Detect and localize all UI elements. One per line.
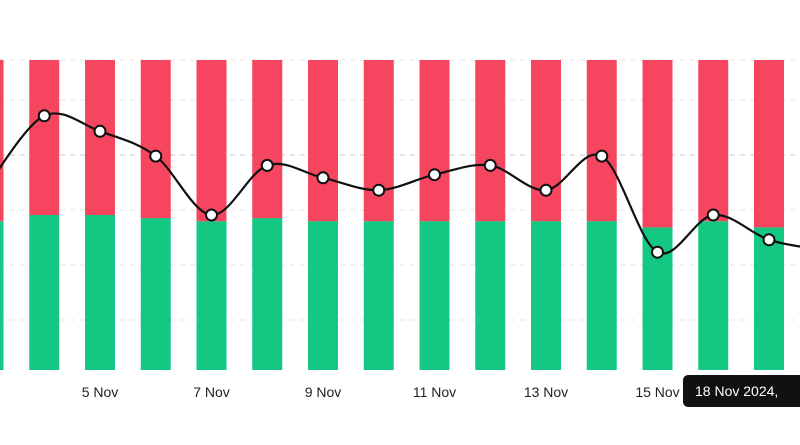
grid-lines — [0, 59, 800, 321]
x-tick-label: 7 Nov — [193, 384, 230, 400]
trend-point[interactable] — [37, 109, 51, 123]
bar-lower[interactable] — [29, 215, 60, 370]
bar-upper[interactable] — [0, 60, 4, 222]
trend-point[interactable] — [595, 149, 609, 163]
bar-upper[interactable] — [419, 60, 450, 222]
bar-lower[interactable] — [252, 218, 283, 370]
trend-points — [37, 109, 776, 259]
bar-upper[interactable] — [252, 60, 283, 219]
bar-upper[interactable] — [531, 60, 561, 222]
x-axis-ticks: 5 Nov 7 Nov 9 Nov 11 Nov 13 Nov 15 Nov — [82, 384, 680, 400]
bar-lower[interactable] — [308, 221, 338, 370]
x-tick-label: 11 Nov — [413, 384, 456, 400]
bar-lower[interactable] — [196, 221, 227, 370]
tooltip-background — [683, 375, 800, 407]
trend-point[interactable] — [706, 208, 720, 222]
tooltip-label: 18 Nov 2024, — [695, 383, 778, 399]
bar-upper[interactable] — [308, 60, 338, 222]
trend-line-path — [0, 112, 800, 255]
bar-upper[interactable] — [196, 60, 227, 222]
trend-line — [0, 112, 800, 255]
bar-lower[interactable] — [586, 221, 617, 370]
trend-point[interactable] — [316, 171, 330, 185]
bar-upper[interactable] — [475, 60, 506, 222]
bar-upper[interactable] — [363, 60, 394, 222]
bar-lower[interactable] — [531, 221, 561, 370]
bar-lower[interactable] — [754, 227, 784, 370]
bar-lower[interactable] — [0, 221, 4, 370]
trend-point[interactable] — [762, 233, 776, 247]
bar-lower[interactable] — [475, 221, 506, 370]
x-tick-label: 15 Nov — [635, 384, 679, 400]
bar-upper[interactable] — [642, 60, 673, 228]
trend-point[interactable] — [651, 245, 664, 259]
bar-upper[interactable] — [698, 60, 729, 222]
trend-point[interactable] — [428, 168, 441, 182]
bar-upper[interactable] — [29, 60, 60, 215]
trend-point[interactable] — [372, 183, 386, 197]
bars — [0, 60, 784, 370]
x-tick-label: 9 Nov — [305, 384, 342, 400]
x-tick-label: 13 Nov — [524, 384, 568, 400]
trend-point[interactable] — [260, 158, 274, 172]
x-tick-label: 5 Nov — [82, 384, 119, 400]
trend-point[interactable] — [149, 149, 163, 163]
trend-point[interactable] — [483, 158, 497, 172]
trend-point[interactable] — [539, 183, 553, 197]
trend-point[interactable] — [205, 208, 218, 222]
bar-upper[interactable] — [586, 60, 617, 222]
bar-lower[interactable] — [140, 218, 171, 370]
tooltip: 18 Nov 2024, — [683, 375, 800, 407]
bar-lower[interactable] — [698, 221, 729, 370]
bar-upper[interactable] — [140, 60, 171, 219]
bar-lower[interactable] — [419, 221, 450, 370]
bar-lower[interactable] — [85, 215, 115, 370]
trend-point[interactable] — [93, 124, 107, 138]
bar-lower[interactable] — [363, 221, 394, 370]
bar-upper[interactable] — [754, 60, 784, 228]
